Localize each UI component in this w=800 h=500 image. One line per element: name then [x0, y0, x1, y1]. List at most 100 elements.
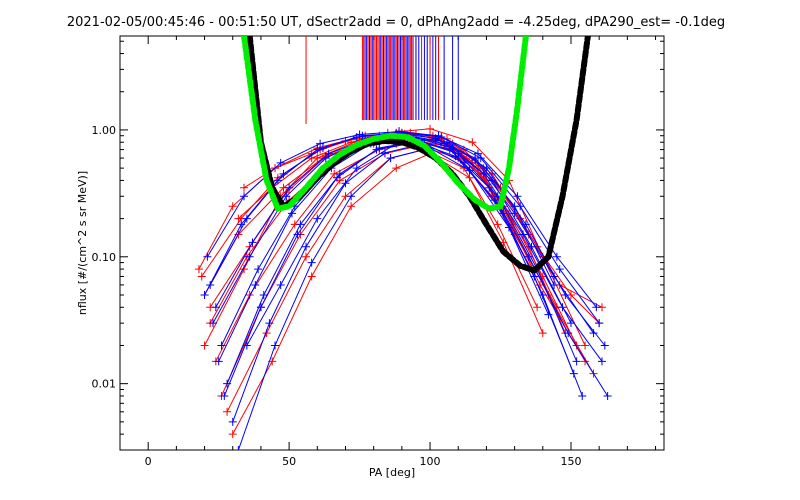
data-point-plus	[333, 173, 342, 182]
top-ticks	[305, 36, 459, 124]
profile-line	[232, 143, 583, 423]
y-axis-label: nflux [#/(cm^2 s sr MeV)]	[76, 171, 89, 315]
data-point-plus	[465, 173, 474, 182]
data-point-plus	[473, 149, 482, 158]
data-point-plus	[242, 214, 251, 223]
data-point-plus	[282, 192, 291, 201]
x-tick-label: 150	[560, 455, 581, 468]
x-tick-labels: 0 50 100 150	[145, 455, 582, 468]
data-point-plus	[217, 341, 226, 350]
data-point-plus	[220, 391, 229, 400]
data-point-plus	[228, 417, 237, 426]
data-point-plus	[211, 303, 220, 312]
data-point-plus	[595, 319, 604, 328]
data-point-plus	[276, 280, 285, 289]
blue-profile-8	[214, 134, 612, 400]
data-point-plus	[581, 341, 590, 350]
data-point-plus	[352, 164, 361, 173]
data-point-plus	[533, 303, 542, 312]
data-point-plus	[194, 265, 203, 274]
red-profile-8	[234, 124, 590, 350]
y-tick-label: 1.00	[92, 124, 117, 137]
data-point-plus	[307, 258, 316, 267]
data-point-plus	[287, 209, 296, 218]
data-point-plus	[550, 272, 559, 281]
data-point-plus	[519, 230, 528, 239]
data-point-plus	[313, 145, 322, 154]
data-point-plus	[372, 145, 381, 154]
data-point-plus	[440, 139, 449, 148]
data-point-plus	[592, 303, 601, 312]
data-point-plus	[569, 369, 578, 378]
data-point-plus	[256, 303, 265, 312]
data-point-plus	[296, 220, 305, 229]
data-point-plus	[352, 132, 361, 141]
data-point-plus	[538, 329, 547, 338]
data-point-plus	[600, 341, 609, 350]
data-point-plus	[510, 202, 519, 211]
data-point-plus	[445, 145, 454, 154]
data-point-plus	[242, 341, 251, 350]
data-point-plus	[293, 230, 302, 239]
data-point-plus	[203, 252, 212, 261]
data-point-plus	[550, 280, 559, 289]
y-tick-label: 0.01	[92, 378, 117, 391]
data-point-plus	[285, 183, 294, 192]
y-tick-label: 0.10	[92, 251, 117, 264]
data-point-plus	[223, 407, 232, 416]
data-point-plus	[490, 196, 499, 205]
data-point-plus	[524, 252, 533, 261]
data-point-plus	[493, 220, 502, 229]
data-point-plus	[578, 391, 587, 400]
profile-line	[223, 141, 575, 397]
data-point-plus	[426, 124, 435, 133]
data-point-plus	[513, 192, 522, 201]
green-fit-curve	[241, 36, 529, 212]
red-profile-0	[194, 128, 604, 328]
data-point-plus	[248, 238, 257, 247]
data-point-plus	[530, 272, 539, 281]
data-point-plus	[200, 341, 209, 350]
data-point-plus	[431, 134, 440, 143]
data-point-plus	[197, 272, 206, 281]
series-layer	[194, 36, 612, 450]
data-point-plus	[589, 329, 598, 338]
chart-title: 2021-02-05/00:45:46 - 00:51:50 UT, dSect…	[67, 15, 725, 30]
data-point-plus	[302, 242, 311, 251]
data-point-plus	[392, 164, 401, 173]
y-tick-labels: 0.01 0.10 1.00	[92, 124, 117, 391]
data-point-plus	[572, 341, 581, 350]
data-point-plus	[273, 176, 282, 185]
data-point-plus	[558, 303, 567, 312]
data-point-plus	[572, 357, 581, 366]
data-point-plus	[259, 290, 268, 299]
data-point-plus	[214, 357, 223, 366]
data-point-plus	[228, 202, 237, 211]
data-point-plus	[386, 154, 395, 163]
data-point-plus	[237, 220, 246, 229]
x-tick-label: 100	[420, 455, 441, 468]
x-tick-label: 50	[282, 455, 296, 468]
data-point-plus	[265, 319, 274, 328]
data-point-plus	[228, 430, 237, 439]
data-point-plus	[468, 138, 477, 147]
data-point-plus	[251, 280, 260, 289]
data-point-plus	[313, 214, 322, 223]
data-point-plus	[307, 272, 316, 281]
data-point-plus	[254, 265, 263, 274]
data-point-plus	[510, 209, 519, 218]
data-point-plus	[471, 155, 480, 164]
data-point-plus	[209, 319, 218, 328]
data-point-plus	[564, 329, 573, 338]
data-point-plus	[485, 183, 494, 192]
data-point-plus	[271, 341, 280, 350]
data-point-plus	[347, 202, 356, 211]
data-point-plus	[316, 139, 325, 148]
data-point-plus	[347, 192, 356, 201]
data-point-plus	[603, 391, 612, 400]
data-point-plus	[465, 166, 474, 175]
data-point-plus	[597, 357, 606, 366]
data-point-plus	[245, 252, 254, 261]
profile-line	[212, 135, 603, 362]
